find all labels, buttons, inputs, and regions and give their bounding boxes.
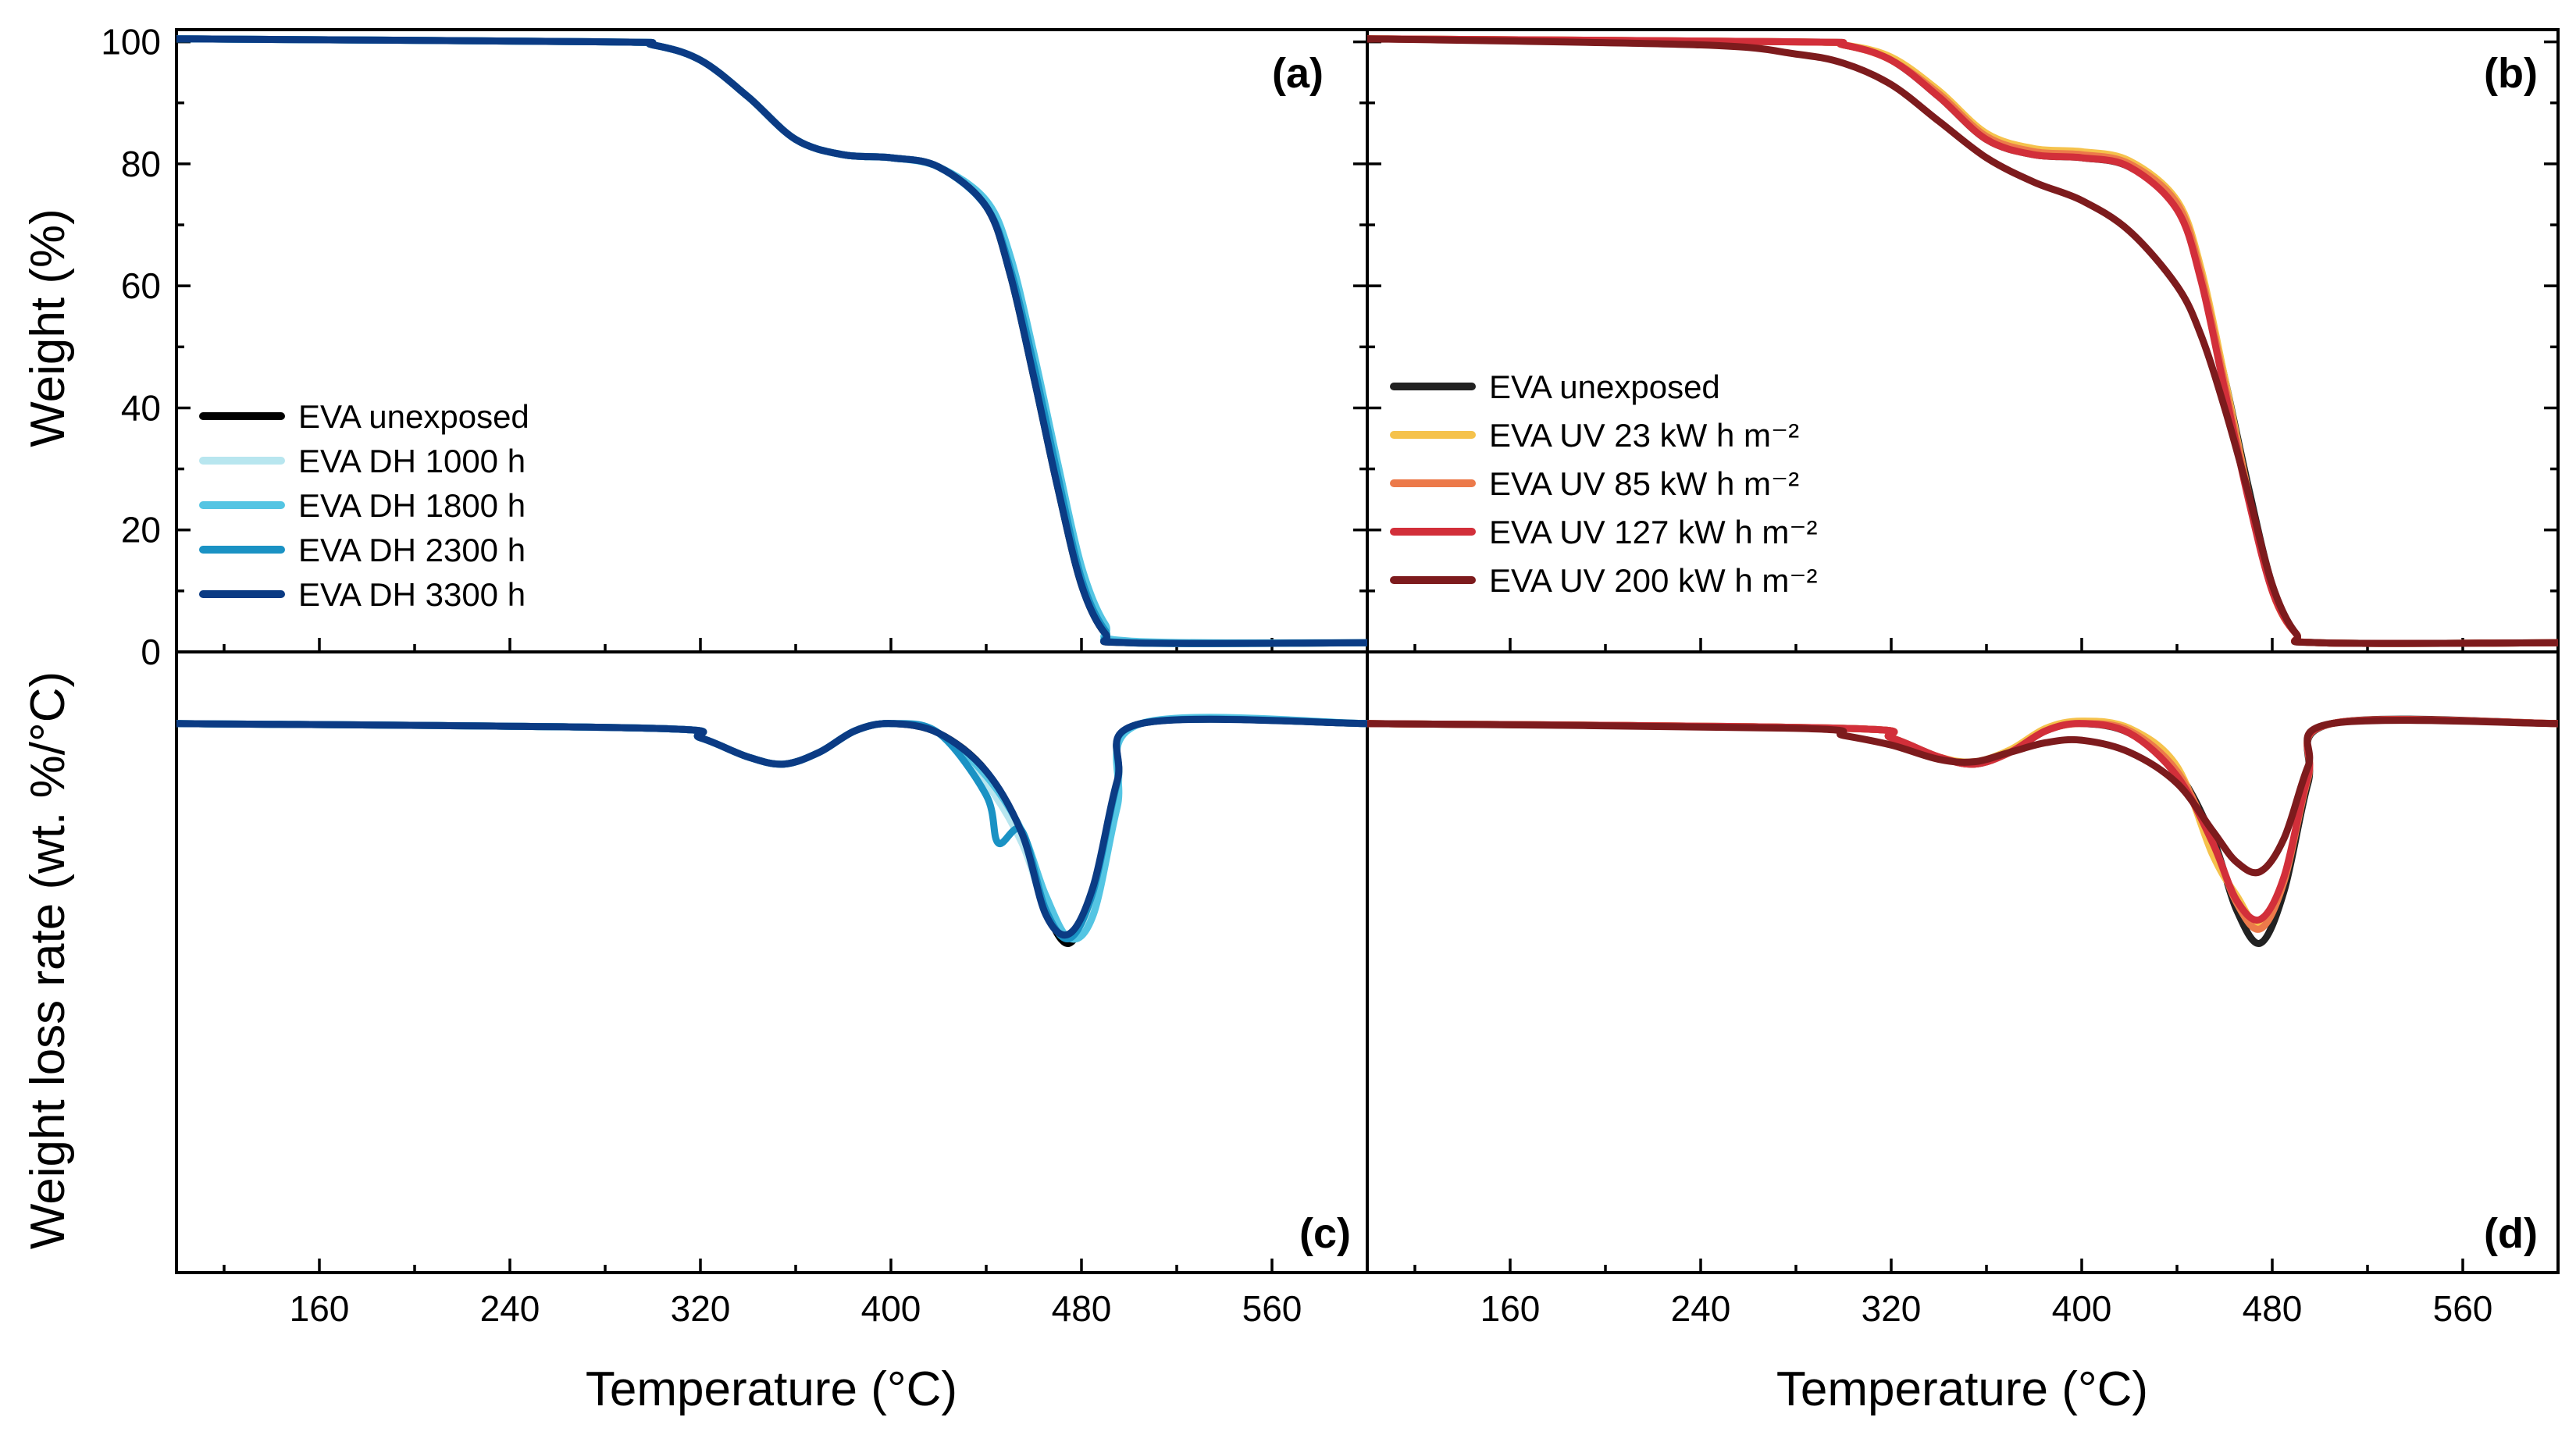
x-tick-label: 400 xyxy=(861,1288,921,1329)
series-line-eva-uv-200-kw-h-m- xyxy=(1367,717,2558,877)
panel-label-c: (c) xyxy=(1299,1210,1351,1257)
curves-panel-0 xyxy=(176,35,1367,647)
legend-label: EVA UV 127 kW h m⁻² xyxy=(1489,514,1818,550)
legend-label: EVA DH 2300 h xyxy=(298,532,526,568)
y-tick-label: 20 xyxy=(121,510,161,550)
y-axis-title-weight-loss-rate: Weight loss rate (wt. %/°C) xyxy=(21,671,75,1249)
y-axis-title-weight: Weight (%) xyxy=(21,208,75,447)
x-tick-label: 240 xyxy=(1671,1288,1731,1329)
y-tick-label: 40 xyxy=(121,387,161,428)
series-line-eva-dh-3300-h xyxy=(176,35,1367,647)
x-tick-label: 480 xyxy=(1052,1288,1112,1329)
y-tick-label: 80 xyxy=(121,144,161,184)
panel-label-b: (b) xyxy=(2484,50,2538,97)
x-tick-label: 400 xyxy=(2052,1288,2112,1329)
x-tick-label: 480 xyxy=(2243,1288,2303,1329)
x-tick-label: 240 xyxy=(480,1288,540,1329)
x-axis-title-right: Temperature (°C) xyxy=(1776,1362,2148,1416)
legend-label: EVA unexposed xyxy=(1489,369,1720,405)
labels-layer: 0 20 40 60 80 100 160 240 320 400 480 560 160 240 320 4… xyxy=(101,22,2492,1329)
legend-label: EVA unexposed xyxy=(298,398,529,435)
legend-label: EVA UV 85 kW h m⁻² xyxy=(1489,465,1799,502)
panel-label-d: (d) xyxy=(2484,1210,2538,1257)
x-tick-label: 560 xyxy=(2433,1288,2493,1329)
y-tick-label: 0 xyxy=(141,632,161,672)
x-tick-label: 320 xyxy=(1862,1288,1922,1329)
series-line-eva-dh-3300-h xyxy=(176,715,1367,939)
legend-label: EVA DH 3300 h xyxy=(298,576,526,613)
y-tick-label: 100 xyxy=(101,22,161,62)
legend-panel-a: EVA unexposed EVA DH 1000 h EVA DH 1800 h E… xyxy=(199,398,529,613)
y-tick-label: 60 xyxy=(121,265,161,306)
x-tick-label: 160 xyxy=(1480,1288,1541,1329)
x-tick-label: 160 xyxy=(290,1288,350,1329)
panel-label-a: (a) xyxy=(1272,50,1324,97)
curves-panel-2 xyxy=(176,714,1367,947)
curves-panel-1 xyxy=(1367,35,2558,647)
legend-label: EVA DH 1800 h xyxy=(298,487,526,524)
panel-d-frame xyxy=(1366,650,2560,1274)
curves-layer xyxy=(176,35,2558,947)
legend-label: EVA UV 23 kW h m⁻² xyxy=(1489,417,1799,454)
legend-panel-b: EVA unexposed EVA UV 23 kW h m⁻² EVA UV 85… xyxy=(1390,369,1818,599)
series-line-eva-uv-200-kw-h-m- xyxy=(1367,35,2558,647)
legend-label: EVA UV 200 kW h m⁻² xyxy=(1489,562,1818,599)
x-tick-label: 560 xyxy=(1242,1288,1302,1329)
curves-panel-3 xyxy=(1367,715,2558,947)
x-tick-label: 320 xyxy=(671,1288,731,1329)
x-axis-title-left: Temperature (°C) xyxy=(586,1362,957,1416)
legend-label: EVA DH 1000 h xyxy=(298,443,526,479)
